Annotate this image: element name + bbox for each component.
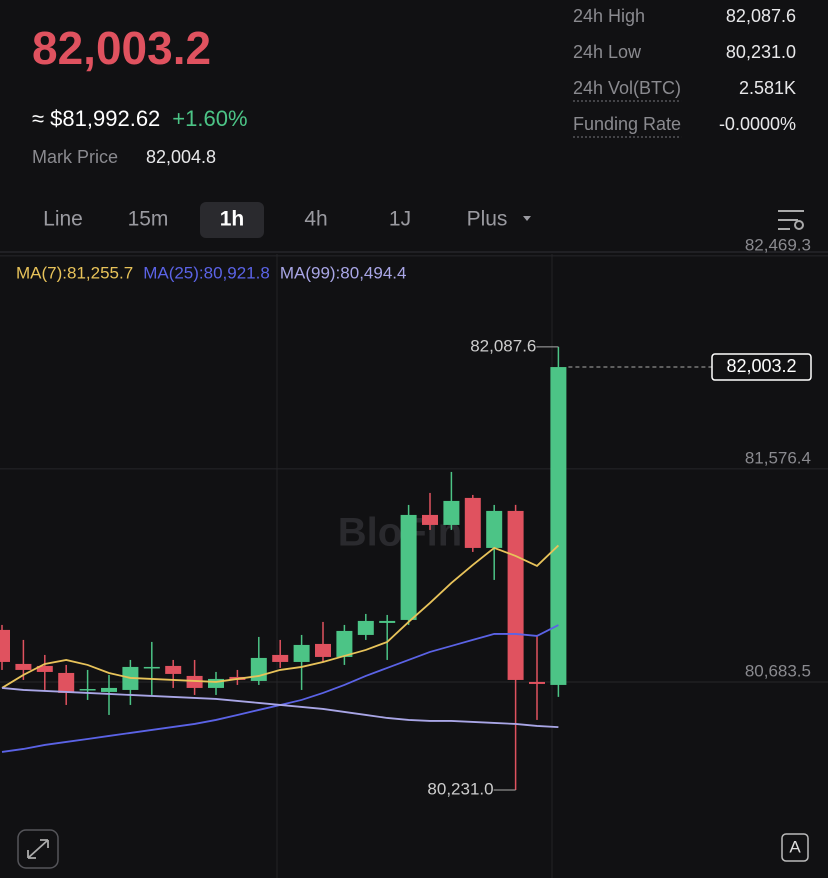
- mark-label: Mark Price: [32, 147, 118, 167]
- candle-body: [336, 630, 353, 657]
- candle-body: [550, 367, 567, 685]
- mark-value: 82,004.8: [146, 147, 216, 167]
- last-price: 82,003.2: [32, 22, 211, 74]
- candle-body: [379, 620, 396, 623]
- stat-label: 24h Low: [573, 42, 642, 62]
- stat-value: -0.0000%: [719, 114, 796, 134]
- stat-label: Funding Rate: [573, 114, 681, 134]
- candle-body: [357, 620, 374, 635]
- legend-entry: MA(25):80,921.8: [143, 263, 270, 282]
- candle-body: [15, 663, 32, 670]
- y-tick-label: 82,469.3: [745, 235, 811, 254]
- candle-body: [529, 681, 545, 684]
- settings-icon[interactable]: [778, 210, 804, 230]
- candle-body: [208, 678, 224, 688]
- legend-entry: MA(7):81,255.7: [16, 263, 133, 282]
- expand-button[interactable]: [17, 829, 59, 869]
- candle-body: [143, 666, 160, 669]
- tab[interactable]: 1h: [220, 208, 245, 231]
- candle-body: [272, 654, 289, 662]
- tab[interactable]: 4h: [304, 208, 327, 231]
- candle-body: [315, 643, 331, 657]
- candle-body: [400, 514, 417, 620]
- last-price-box: [711, 353, 812, 381]
- candle-body: [464, 497, 481, 548]
- watermark: BloFin: [338, 511, 462, 555]
- stat-label: 24h Vol(BTC): [573, 78, 681, 98]
- candle-body: [293, 644, 310, 662]
- tab[interactable]: 1J: [389, 208, 411, 231]
- approx-usd: ≈ $81,992.62: [32, 106, 160, 131]
- candle-body: [443, 500, 460, 525]
- ma-line: [1, 544, 560, 689]
- last-price-label: 82,003.2: [726, 356, 796, 376]
- ma-line: [1, 687, 559, 728]
- y-tick-label: 81,576.4: [745, 448, 811, 467]
- stat-value: 80,231.0: [726, 42, 796, 62]
- legend-entry: MA(99):80,494.4: [280, 263, 407, 282]
- stat-label: 24h High: [573, 6, 645, 26]
- candle-body: [186, 675, 203, 688]
- candle-body: [507, 510, 524, 680]
- stat-value: 82,087.6: [726, 6, 796, 26]
- change: +1.60%: [172, 106, 247, 131]
- expand-icon: [27, 839, 49, 859]
- tab[interactable]: 15m: [128, 208, 169, 231]
- tab[interactable]: Plus: [467, 208, 508, 231]
- stat-value: 2.581K: [739, 78, 796, 98]
- candle-body: [0, 629, 10, 662]
- candle-body: [58, 672, 75, 693]
- high-label: 82,087.6: [470, 336, 536, 355]
- icon-gear: [794, 220, 804, 230]
- candle-body: [422, 514, 438, 525]
- candle-body: [486, 510, 503, 548]
- candle-body: [165, 665, 182, 674]
- candle-body: [36, 665, 53, 672]
- dropdown-caret: [523, 216, 531, 221]
- tab[interactable]: Line: [43, 208, 83, 231]
- auto-label: A: [789, 837, 801, 856]
- low-label: 80,231.0: [427, 779, 493, 798]
- candle-body: [101, 687, 117, 692]
- y-tick-label: 80,683.5: [745, 661, 811, 680]
- tab-active-bg: [200, 202, 264, 238]
- auto-button[interactable]: [781, 833, 809, 862]
- candle-body: [79, 689, 96, 691]
